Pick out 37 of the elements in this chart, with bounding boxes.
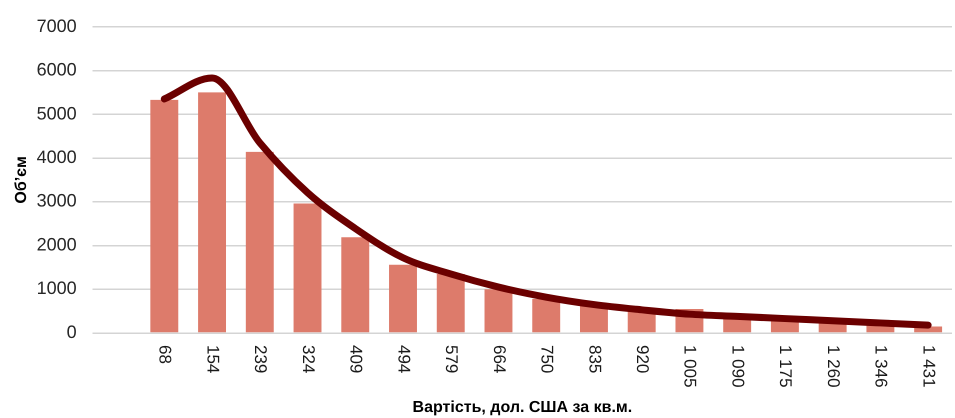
y-tick-label: 4000 bbox=[36, 146, 77, 167]
x-tick-label: 239 bbox=[251, 345, 270, 374]
y-tick-label: 3000 bbox=[36, 190, 77, 211]
bar bbox=[246, 152, 274, 332]
bar bbox=[580, 306, 608, 332]
bar bbox=[389, 264, 417, 332]
x-tick-label: 1 175 bbox=[776, 345, 796, 388]
x-tick-label: 1 260 bbox=[824, 345, 843, 388]
y-tick-label: 1000 bbox=[36, 278, 77, 298]
x-tick-label: 920 bbox=[633, 345, 652, 374]
x-tick-label: 579 bbox=[442, 345, 462, 374]
x-axis-title: Вартість, дол. США за кв.м. bbox=[412, 398, 632, 416]
x-tick-label: 409 bbox=[346, 345, 366, 374]
x-tick-label: 1 431 bbox=[919, 345, 938, 388]
x-tick-label: 750 bbox=[538, 345, 557, 374]
bar bbox=[436, 274, 465, 332]
y-axis-title: Об’єм bbox=[13, 156, 30, 204]
x-tick-label: 1 346 bbox=[872, 345, 891, 388]
y-tick-label: 2000 bbox=[36, 234, 77, 254]
y-tick-label: 0 bbox=[66, 322, 77, 342]
bar bbox=[294, 204, 322, 332]
bar bbox=[198, 92, 226, 332]
x-tick-label: 835 bbox=[585, 345, 604, 374]
x-tick-label: 154 bbox=[203, 345, 222, 374]
y-tick-label: 5000 bbox=[36, 103, 77, 124]
x-tick-label: 324 bbox=[298, 345, 318, 374]
y-tick-label: 6000 bbox=[36, 60, 77, 80]
bar bbox=[341, 237, 370, 332]
x-tick-label: 1 005 bbox=[680, 345, 700, 388]
x-tick-label: 494 bbox=[394, 345, 414, 374]
bar bbox=[532, 298, 560, 332]
bar bbox=[150, 100, 178, 332]
x-tick-label: 664 bbox=[490, 345, 509, 374]
x-tick-label: 1 090 bbox=[728, 345, 748, 388]
y-tick-label: 7000 bbox=[36, 16, 77, 36]
x-tick-label: 68 bbox=[156, 345, 175, 364]
bar bbox=[484, 289, 512, 332]
